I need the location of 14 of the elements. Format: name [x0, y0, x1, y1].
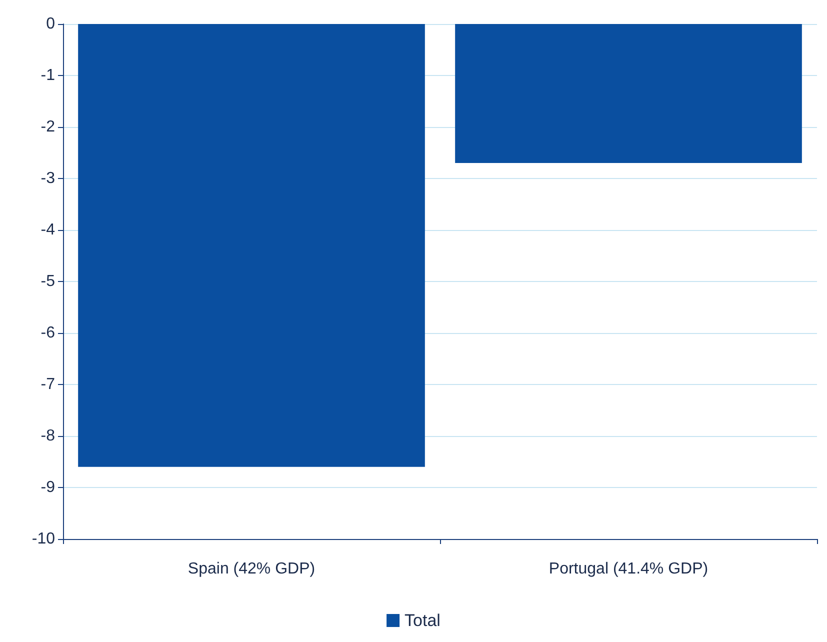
- y-tick-label: -7: [40, 376, 56, 393]
- y-tick-label: -9: [40, 479, 56, 496]
- y-tick-label: -8: [40, 428, 56, 444]
- y-tick-label: -10: [32, 530, 56, 548]
- y-tick-label: -1: [40, 67, 56, 84]
- legend-label: Total: [404, 611, 440, 630]
- y-tick-label: -2: [40, 118, 56, 136]
- x-tick-label: Spain (42% GDP): [188, 560, 316, 578]
- y-tick-label: -3: [40, 170, 56, 187]
- y-tick-label: 0: [46, 16, 56, 32]
- x-tick-label: Portugal (41.4% GDP): [548, 560, 708, 578]
- y-tick-label: -5: [40, 273, 56, 290]
- y-tick-label: -4: [40, 222, 56, 238]
- y-tick-label: -6: [40, 324, 56, 342]
